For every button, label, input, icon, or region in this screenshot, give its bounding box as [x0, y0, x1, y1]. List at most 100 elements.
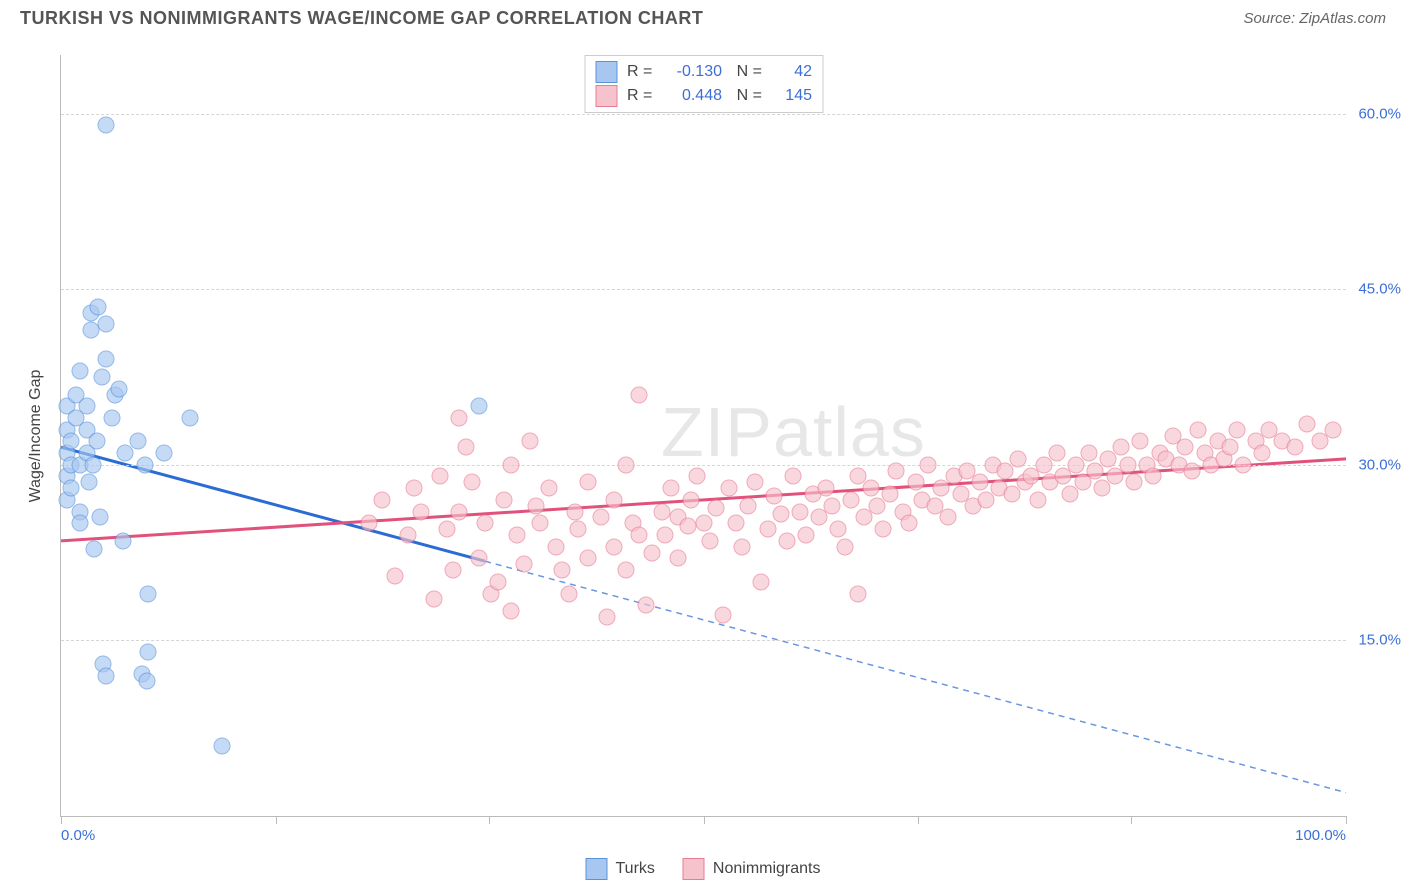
- n-label: N =: [732, 87, 762, 105]
- grid-line: [61, 114, 1346, 115]
- data-point: [457, 439, 474, 456]
- trend-lines: [61, 55, 1346, 816]
- data-point: [1132, 433, 1149, 450]
- data-point: [541, 480, 558, 497]
- correlation-chart: Wage/Income Gap ZIPatlas R =-0.130N =42R…: [20, 40, 1386, 837]
- data-point: [140, 644, 157, 661]
- data-point: [1145, 468, 1162, 485]
- data-point: [97, 351, 114, 368]
- data-point: [1228, 421, 1245, 438]
- stats-legend: R =-0.130N =42R =0.448N =145: [584, 55, 823, 113]
- data-point: [721, 480, 738, 497]
- data-point: [1235, 456, 1252, 473]
- data-point: [579, 474, 596, 491]
- data-point: [374, 491, 391, 508]
- data-point: [791, 503, 808, 520]
- data-point: [1190, 421, 1207, 438]
- x-tick: [61, 816, 62, 824]
- data-point: [618, 562, 635, 579]
- data-point: [502, 456, 519, 473]
- data-point: [97, 117, 114, 134]
- legend-label: Nonimmigrants: [713, 860, 821, 878]
- n-label: N =: [732, 63, 762, 81]
- data-point: [1125, 474, 1142, 491]
- data-point: [836, 538, 853, 555]
- data-point: [1081, 445, 1098, 462]
- data-point: [1029, 491, 1046, 508]
- data-point: [888, 462, 905, 479]
- data-point: [502, 603, 519, 620]
- data-point: [740, 497, 757, 514]
- data-point: [477, 515, 494, 532]
- data-point: [1299, 415, 1316, 432]
- data-point: [406, 480, 423, 497]
- data-point: [139, 673, 156, 690]
- y-axis-label: Wage/Income Gap: [27, 369, 45, 502]
- legend-label: Turks: [616, 860, 655, 878]
- data-point: [862, 480, 879, 497]
- data-point: [849, 585, 866, 602]
- stats-legend-row: R =0.448N =145: [595, 84, 812, 108]
- data-point: [875, 521, 892, 538]
- data-point: [88, 433, 105, 450]
- data-point: [843, 491, 860, 508]
- data-point: [824, 497, 841, 514]
- x-tick: [276, 816, 277, 824]
- data-point: [631, 527, 648, 544]
- data-point: [701, 532, 718, 549]
- grid-line: [61, 640, 1346, 641]
- data-point: [97, 667, 114, 684]
- data-point: [554, 562, 571, 579]
- data-point: [114, 532, 131, 549]
- r-label: R =: [627, 63, 657, 81]
- r-label: R =: [627, 87, 657, 105]
- y-tick-label: 15.0%: [1351, 632, 1401, 649]
- data-point: [592, 509, 609, 526]
- data-point: [97, 316, 114, 333]
- stats-legend-row: R =-0.130N =42: [595, 60, 812, 84]
- data-point: [140, 585, 157, 602]
- data-point: [85, 456, 102, 473]
- data-point: [920, 456, 937, 473]
- data-point: [631, 386, 648, 403]
- data-point: [1222, 439, 1239, 456]
- n-value: 145: [772, 87, 812, 105]
- data-point: [489, 573, 506, 590]
- legend-swatch: [586, 858, 608, 880]
- data-point: [86, 541, 103, 558]
- y-tick-label: 60.0%: [1351, 105, 1401, 122]
- data-point: [470, 398, 487, 415]
- data-point: [412, 503, 429, 520]
- data-point: [91, 509, 108, 526]
- data-point: [766, 488, 783, 505]
- data-point: [547, 538, 564, 555]
- data-point: [695, 515, 712, 532]
- y-tick-label: 30.0%: [1351, 456, 1401, 473]
- data-point: [72, 515, 89, 532]
- x-tick: [1346, 816, 1347, 824]
- data-point: [72, 363, 89, 380]
- data-point: [464, 474, 481, 491]
- x-tick: [1131, 816, 1132, 824]
- data-point: [714, 606, 731, 623]
- data-point: [155, 445, 172, 462]
- legend-item: Nonimmigrants: [683, 858, 821, 880]
- grid-line: [61, 289, 1346, 290]
- data-point: [560, 585, 577, 602]
- data-point: [63, 480, 80, 497]
- data-point: [90, 298, 107, 315]
- legend-item: Turks: [586, 858, 655, 880]
- data-point: [907, 474, 924, 491]
- data-point: [181, 409, 198, 426]
- data-point: [779, 532, 796, 549]
- data-point: [451, 409, 468, 426]
- data-point: [901, 515, 918, 532]
- plot-area: Wage/Income Gap ZIPatlas R =-0.130N =42R…: [60, 55, 1346, 817]
- data-point: [130, 433, 147, 450]
- data-point: [361, 515, 378, 532]
- data-point: [78, 398, 95, 415]
- data-point: [1177, 439, 1194, 456]
- data-point: [515, 556, 532, 573]
- data-point: [637, 597, 654, 614]
- data-point: [569, 521, 586, 538]
